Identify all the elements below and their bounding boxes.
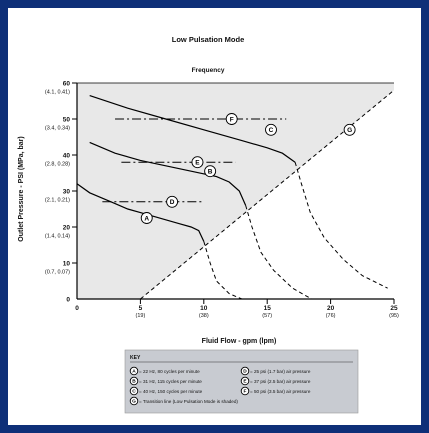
y-tick-sublabel: (0.7, 0.07) <box>45 270 70 276</box>
marker-circle <box>225 113 238 125</box>
key-marker-g: G <box>129 396 139 406</box>
marker-circle <box>129 376 139 386</box>
marker-letter: E <box>243 379 247 385</box>
series-line-b-dashed <box>245 205 312 300</box>
key-marker-d: D <box>240 366 250 376</box>
marker-letter: C <box>269 127 274 134</box>
marker-circle <box>240 376 250 386</box>
key-entry-b: = 31 Hz, 115 cycles per minute <box>139 379 202 384</box>
shaded-region <box>77 83 394 299</box>
marker-a: A <box>140 212 153 224</box>
x-tick-sublabel: (19) <box>136 313 146 319</box>
marker-d: D <box>166 195 179 208</box>
marker-g: G <box>343 123 356 136</box>
y-tick-sublabel: (2.1, 0.21) <box>45 198 70 204</box>
marker-e: E <box>191 156 204 169</box>
x-tick-label: 25 <box>390 305 398 312</box>
marker-circle <box>343 123 356 136</box>
marker-circle <box>240 386 250 396</box>
x-tick-label: 5 <box>139 305 143 312</box>
series-line-c-solid <box>89 95 296 163</box>
y-tick-label: 10 <box>63 261 71 268</box>
key-entry-e: = 37 psi (2.5 bar) air pressure <box>250 379 311 384</box>
marker-circle <box>140 212 153 224</box>
marker-circle <box>129 396 139 406</box>
key-entry-d: = 25 psi (1.7 bar) air pressure <box>250 369 311 374</box>
y-tick-label: 0 <box>66 297 70 304</box>
x-tick-sublabel: (57) <box>262 313 272 319</box>
x-tick-label: 20 <box>327 305 335 312</box>
key-entry-a: = 22 Hz, 80 cycles per minute <box>139 369 200 374</box>
marker-letter: F <box>244 389 247 395</box>
key-marker-f: F <box>240 386 250 396</box>
y-tick-sublabel: (1.4, 0.14) <box>45 234 70 240</box>
chart-key: KEY A = 22 Hz, 80 cycles per minute D = 25 p… <box>124 349 359 414</box>
marker-letter: F <box>230 116 234 123</box>
key-entry-c: = 40 Hz, 150 cycles per minute <box>139 389 203 394</box>
series-line-a-dashed <box>203 241 243 300</box>
marker-letter: A <box>144 215 149 222</box>
marker-letter: A <box>132 369 136 375</box>
marker-letter: G <box>132 399 136 405</box>
key-title: KEY <box>130 355 141 361</box>
key-marker-b: B <box>129 376 139 386</box>
marker-circle <box>166 195 179 208</box>
marker-c: C <box>265 123 277 136</box>
marker-letter: D <box>170 199 175 206</box>
x-tick-sublabel: (95) <box>389 313 399 319</box>
y-tick-sublabel: (2.8, 0.28) <box>45 162 70 168</box>
marker-circle <box>204 165 217 178</box>
axes: 0 10 (0.7, 0.07) 20 (1.4, 0.14) 30 (2.1, 0.21)… <box>45 81 399 320</box>
chart-subtitle: Frequency <box>192 67 225 74</box>
marker-f: F <box>225 113 238 125</box>
y-tick-sublabel: (4.1, 0.41) <box>45 90 70 96</box>
series-line-b-solid <box>89 141 247 206</box>
plot-area: A B C D E F G <box>76 83 395 300</box>
marker-circle <box>129 386 139 396</box>
key-marker-a: A <box>129 366 139 376</box>
marker-letter: E <box>195 160 200 167</box>
marker-b: B <box>204 165 217 178</box>
x-tick-label: 15 <box>264 305 272 312</box>
y-tick-label: 60 <box>63 81 71 88</box>
x-tick-label: 10 <box>200 305 208 312</box>
series-line-c-dashed <box>294 162 388 289</box>
marker-letter: G <box>347 127 352 134</box>
marker-letter: C <box>132 389 136 395</box>
x-axis-label: Fluid Flow - gpm (lpm) <box>202 338 277 345</box>
chart-title: Low Pulsation Mode <box>172 35 245 44</box>
key-marker-c: C <box>129 386 139 396</box>
x-tick-sublabel: (38) <box>199 313 209 319</box>
x-tick-label: 0 <box>75 305 79 312</box>
y-axis-label: Outlet Pressure - PSI (MPa, bar) <box>18 136 25 241</box>
y-tick-label: 50 <box>63 117 71 124</box>
key-marker-e: E <box>240 376 250 386</box>
marker-circle <box>265 123 277 136</box>
marker-letter: B <box>208 169 213 176</box>
key-entry-g: = Transition line (Low Pulsation Mode is… <box>139 399 238 404</box>
y-tick-label: 40 <box>63 153 71 160</box>
y-tick-label: 20 <box>63 225 71 232</box>
y-tick-sublabel: (3.4, 0.34) <box>45 126 70 132</box>
x-tick-sublabel: (76) <box>326 313 336 319</box>
marker-circle <box>240 366 250 376</box>
marker-circle <box>129 366 139 376</box>
marker-letter: B <box>132 379 136 385</box>
marker-circle <box>191 156 204 169</box>
key-entry-f: = 50 psi (3.5 bar) air pressure <box>250 389 311 394</box>
y-tick-label: 30 <box>63 189 71 196</box>
marker-letter: D <box>243 369 247 375</box>
